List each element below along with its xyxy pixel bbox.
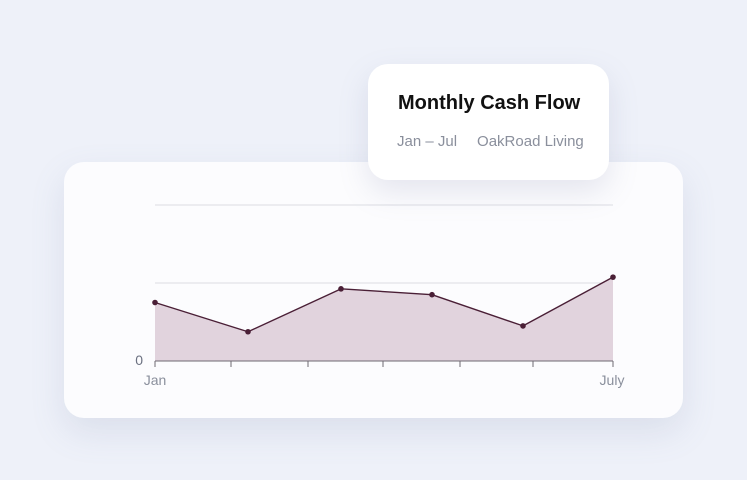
data-point-5: [610, 274, 616, 280]
data-point-0: [152, 299, 158, 306]
data-point-2: [338, 286, 344, 292]
data-point-3: [429, 291, 435, 298]
series-area: [155, 277, 613, 361]
chart-subtitle: Jan – Jul OakRoad Living: [397, 133, 584, 150]
chart-title: Monthly Cash Flow: [398, 92, 581, 114]
x-tick-label-july: July: [600, 372, 625, 388]
y-tick-label-zero: 0: [135, 352, 143, 368]
x-tick-label-jan: Jan: [144, 372, 167, 388]
title-card: Monthly Cash Flow Jan – Jul OakRoad Livin…: [368, 64, 609, 180]
data-point-4: [520, 323, 526, 329]
company-label: OakRoad Living: [477, 133, 584, 150]
data-point-1: [245, 328, 251, 335]
period-label: Jan – Jul: [397, 133, 458, 150]
series-line: [154, 276, 614, 333]
